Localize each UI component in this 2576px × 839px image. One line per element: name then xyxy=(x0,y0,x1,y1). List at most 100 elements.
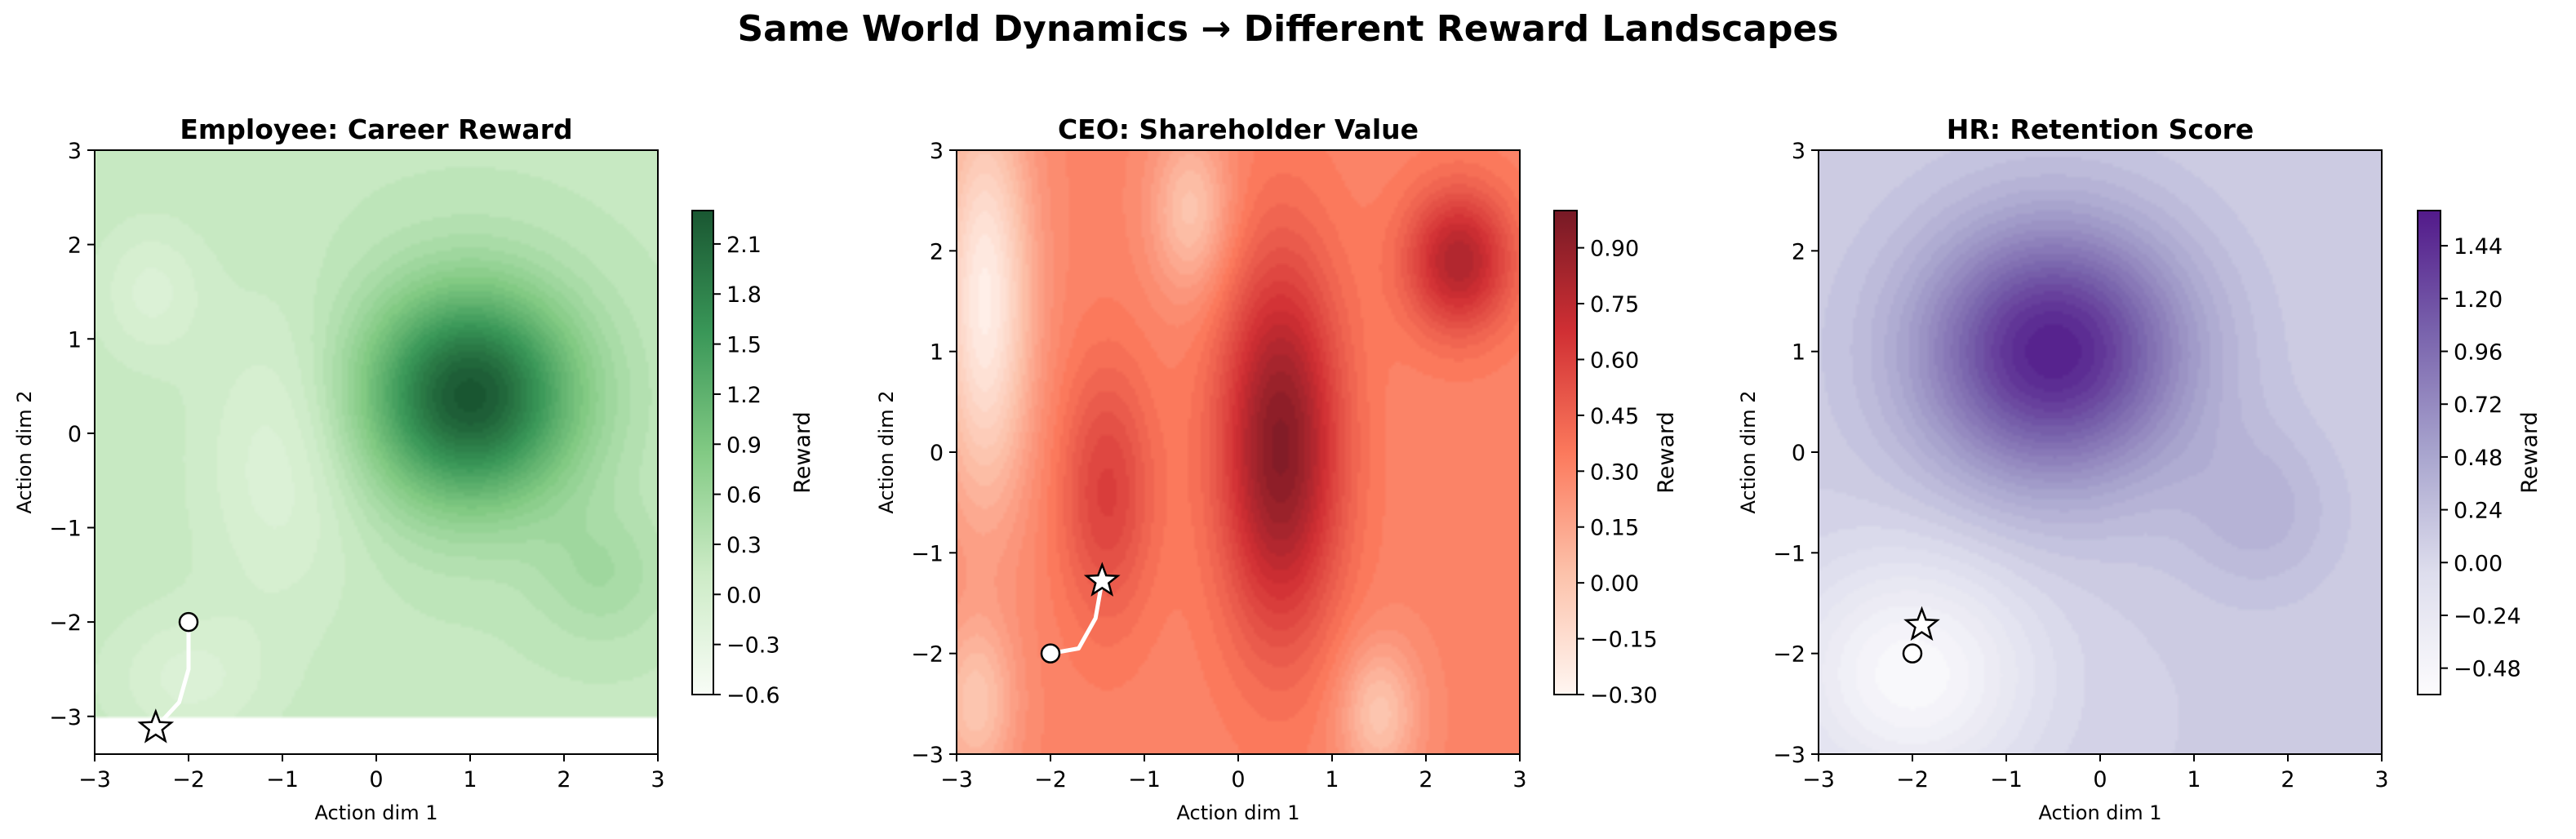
start-point-marker xyxy=(178,611,199,633)
colorbar: 1.44 1.20 0.96 0.72 0.48 0.24 0.00 −0.24 −0.48 Re… xyxy=(2417,210,2543,695)
y-tick-label: 1 xyxy=(68,327,82,353)
colorbar-scale xyxy=(2417,210,2441,695)
end-point-star-marker xyxy=(1083,562,1121,597)
x-axis-label: Action dim 1 xyxy=(2039,801,2162,824)
colorbar-tick-label: 0.90 xyxy=(1590,237,1639,262)
colorbar-tick-label: −0.3 xyxy=(726,633,780,659)
y-tick-label: 1 xyxy=(1792,340,1805,366)
colorbar-tick-label: 1.5 xyxy=(726,333,762,358)
end-point-star-marker xyxy=(137,708,175,744)
colorbar-tick-label: 0.00 xyxy=(2454,551,2503,576)
colorbar-tick-label: 0.00 xyxy=(1590,571,1639,597)
x-tick-label: 2 xyxy=(1419,767,1432,792)
y-tick-label: −2 xyxy=(49,610,82,636)
colorbar-tick-label: 0.3 xyxy=(726,533,762,558)
y-axis-label: Action dim 2 xyxy=(875,391,898,514)
y-tick-label: −1 xyxy=(911,541,944,566)
colorbar-tick-label: 1.8 xyxy=(726,282,762,308)
y-tick-label: 3 xyxy=(1792,139,1805,164)
y-tick-label: −3 xyxy=(49,705,82,730)
colorbar-tick-label: 0.72 xyxy=(2454,393,2503,418)
x-tick-label: 1 xyxy=(2187,767,2201,792)
x-tick-label: −3 xyxy=(940,767,973,792)
colorbar-tick-label: 1.20 xyxy=(2454,287,2503,313)
x-tick-label: 1 xyxy=(463,767,477,792)
colorbar-tick-label: 2.1 xyxy=(726,233,762,258)
y-tick-label: 2 xyxy=(68,233,82,259)
colorbar-label: Reward xyxy=(1654,411,1679,494)
colorbar-tick-label: 0.48 xyxy=(2454,446,2503,471)
x-tick-label: 0 xyxy=(1231,767,1245,792)
x-tick-label: −2 xyxy=(172,767,205,792)
panel-title: HR: Retention Score xyxy=(1947,113,2254,145)
colorbar: 2.1 1.8 1.5 1.2 0.9 0.6 0.3 0.0 −0.3 −0.6 Reward xyxy=(691,210,815,708)
x-tick-label: 2 xyxy=(2281,767,2294,792)
y-axis-label: Action dim 2 xyxy=(1737,391,1760,514)
y-tick-label: −2 xyxy=(1773,642,1805,668)
x-tick-label: 3 xyxy=(1512,767,1526,792)
x-axis-label: Action dim 1 xyxy=(1177,801,1300,824)
trajectory-path xyxy=(1048,579,1104,656)
colorbar-tick-label: 0.75 xyxy=(1590,292,1639,317)
figure-title: Same World Dynamics → Different Reward L… xyxy=(737,8,1839,50)
y-tick-label: 3 xyxy=(68,139,82,164)
colorbar-label: Reward xyxy=(790,411,815,494)
colorbar-scale xyxy=(691,210,714,695)
start-point-marker xyxy=(1040,643,1061,664)
heatmap-surface xyxy=(957,150,1520,754)
y-tick-label: 2 xyxy=(1792,239,1805,264)
colorbar-tick-label: −0.24 xyxy=(2454,604,2521,629)
colorbar-tick-label: 0.96 xyxy=(2454,340,2503,366)
colorbar-tick-label: −0.15 xyxy=(1590,628,1658,653)
panel-title: Employee: Career Reward xyxy=(180,113,572,145)
panel-title: CEO: Shareholder Value xyxy=(1058,113,1419,145)
colorbar-tick-label: 0.60 xyxy=(1590,348,1639,373)
end-point-star-marker xyxy=(1903,606,1940,641)
chart-panel-2: CEO: Shareholder Value −3 −2 −1 0 1 2 3 −3 −2 −1 0 1… xyxy=(875,113,1679,824)
x-tick-label: −2 xyxy=(1896,767,1929,792)
y-axis-label: Action dim 2 xyxy=(13,391,36,514)
x-tick-label: −1 xyxy=(266,767,299,792)
colorbar: 0.90 0.75 0.60 0.45 0.30 0.15 0.00 −0.15 −0.30 Re… xyxy=(1553,210,1679,708)
trajectory-path xyxy=(153,619,191,730)
y-tick-label: 2 xyxy=(930,239,944,264)
colorbar-tick-label: 1.2 xyxy=(726,383,762,408)
colorbar-tick-label: 0.45 xyxy=(1590,404,1639,429)
y-tick-label: 0 xyxy=(930,441,944,466)
colorbar-label: Reward xyxy=(2517,411,2543,494)
chart-panel-1: Employee: Career Reward −3 −2 −1 0 1 2 3 −3 −2 −1 0… xyxy=(13,113,815,824)
chart-panel-3: HR: Retention Score −3 −2 −1 0 1 2 3 −3 −2 −1 0 1 2 3 A… xyxy=(1737,113,2543,824)
x-tick-label: 2 xyxy=(557,767,571,792)
colorbar-tick-label: −0.6 xyxy=(726,683,780,708)
heatmap-surface xyxy=(95,150,658,754)
y-tick-label: −1 xyxy=(49,517,82,542)
colorbar-tick-label: 0.15 xyxy=(1590,516,1639,541)
colorbar-tick-label: 0.6 xyxy=(726,483,762,508)
x-tick-label: −3 xyxy=(1802,767,1835,792)
x-tick-label: 3 xyxy=(2374,767,2388,792)
y-tick-label: 1 xyxy=(930,340,944,366)
x-tick-label: 0 xyxy=(369,767,383,792)
colorbar-tick-label: 0.9 xyxy=(726,433,762,458)
y-tick-label: −2 xyxy=(911,642,944,668)
colorbar-tick-label: −0.30 xyxy=(1590,683,1658,708)
x-axis-label: Action dim 1 xyxy=(315,801,438,824)
colorbar-tick-label: −0.48 xyxy=(2454,657,2521,682)
x-tick-label: 1 xyxy=(1325,767,1339,792)
x-tick-label: 0 xyxy=(2093,767,2107,792)
y-tick-label: 0 xyxy=(68,422,82,447)
x-tick-label: −3 xyxy=(78,767,111,792)
colorbar-scale xyxy=(1553,210,1578,695)
colorbar-tick-label: 1.44 xyxy=(2454,234,2503,260)
y-tick-label: 3 xyxy=(930,139,944,164)
y-tick-label: 0 xyxy=(1792,441,1805,466)
x-tick-label: −1 xyxy=(1128,767,1161,792)
start-point-marker xyxy=(1902,643,1923,664)
colorbar-tick-label: 0.0 xyxy=(726,583,762,608)
x-tick-label: −1 xyxy=(1990,767,2023,792)
heatmap-surface xyxy=(1819,150,2382,754)
x-tick-label: −2 xyxy=(1034,767,1067,792)
colorbar-tick-label: 0.30 xyxy=(1590,459,1639,485)
x-tick-label: 3 xyxy=(651,767,664,792)
